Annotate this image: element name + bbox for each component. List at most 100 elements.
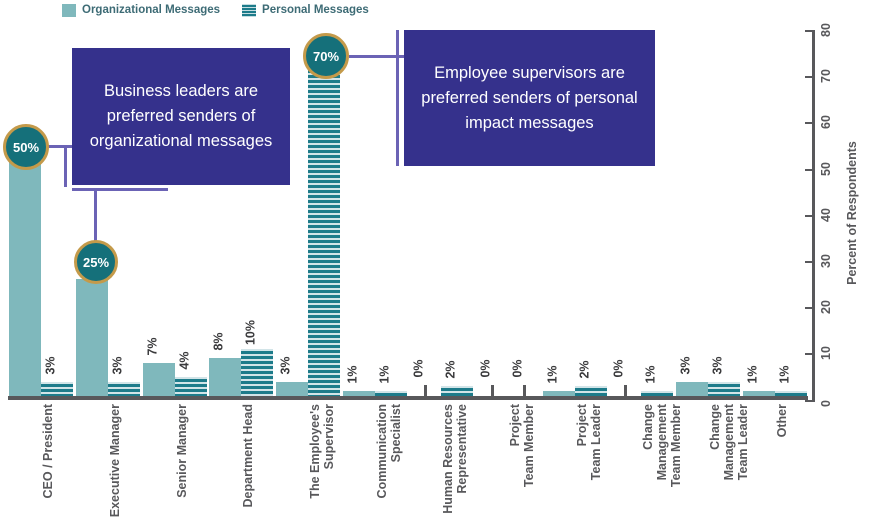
bar-personal[interactable]: 3% <box>708 356 741 396</box>
bar-value-label: 10% <box>243 319 258 345</box>
bar-personal[interactable]: 4% <box>174 351 207 396</box>
bar-organizational[interactable]: 1% <box>742 365 775 396</box>
y-axis-tick <box>805 261 815 263</box>
legend-item-label: Organizational Messages <box>82 4 221 16</box>
bar-wrapper: 70% <box>308 22 341 396</box>
bar-group: 50% 3% <box>8 22 75 396</box>
y-axis-tick-label: 70 <box>819 69 833 83</box>
legend-item-organizational[interactable]: Organizational Messages <box>62 3 221 17</box>
y-axis-tick-label: 20 <box>819 300 833 314</box>
bar-value-label: 3% <box>678 355 693 375</box>
bar-personal[interactable]: 10% <box>241 319 274 396</box>
bar-wrapper: 3% <box>276 22 309 396</box>
bar-personal[interactable]: 3% <box>41 356 74 396</box>
connector-line-25-horizontal <box>72 188 168 191</box>
bar-wrapper: 3% <box>708 22 741 396</box>
x-label-line: Change <box>708 404 723 450</box>
x-axis-line <box>8 396 808 400</box>
x-axis-label-cell: Project Team Leader <box>541 404 608 527</box>
bar-wrapper: 4% <box>174 22 207 396</box>
x-axis-category-label: Human Resources Representative <box>441 404 469 514</box>
bar-value-label: 3% <box>43 355 58 375</box>
bar-personal[interactable]: 3% <box>108 356 140 396</box>
bar-value-label: 3% <box>278 355 293 375</box>
bar-value-label: 0% <box>411 358 426 378</box>
x-axis-label-cell: Senior Manager <box>141 404 208 527</box>
bar-personal[interactable]: 1% <box>374 365 407 396</box>
y-axis-tick-label: 0 <box>819 400 833 407</box>
callout-box-organizational[interactable]: Business leaders are preferred senders o… <box>72 48 290 185</box>
bar-personal[interactable]: 2% <box>441 360 474 396</box>
x-axis-label-cell: Other <box>741 404 808 527</box>
legend-item-personal[interactable]: Personal Messages <box>242 3 369 17</box>
badge-50-percent[interactable]: 50% <box>3 124 49 170</box>
bar-value-label: 1% <box>377 364 392 384</box>
bar-value-label: 3% <box>710 355 725 375</box>
x-label-line: Senior Manager <box>174 404 189 498</box>
x-axis-category-label: Other <box>775 404 789 437</box>
bar-organizational[interactable]: 1% <box>342 365 375 396</box>
connector-line-50-vertical <box>64 145 67 187</box>
bar-personal[interactable]: 70% <box>308 68 341 396</box>
legend-swatch-icon <box>62 3 76 17</box>
bar-group-container: 50% 3% 25% 3% <box>8 22 808 396</box>
bar-wrapper: 3% <box>41 22 74 396</box>
x-label-line: Management <box>655 404 670 481</box>
bar-value-label: 8% <box>211 331 226 351</box>
bar-wrapper: 2% <box>441 22 474 396</box>
y-axis-tick <box>805 76 815 78</box>
bar-group: 8% 10% <box>208 22 275 396</box>
bar-wrapper: 1% <box>342 22 375 396</box>
bar-organizational[interactable]: 0% <box>479 359 494 396</box>
x-axis-category-label: Project Team Leader <box>575 404 603 480</box>
bar-organizational[interactable]: 50% <box>9 162 42 396</box>
bar-organizational[interactable]: 3% <box>676 356 709 396</box>
bar-organizational[interactable]: 25% <box>76 279 108 396</box>
x-label-line: Human Resources <box>441 404 456 514</box>
bar-group: 1% 1% <box>741 22 808 396</box>
bar-organizational[interactable]: 1% <box>542 365 575 396</box>
bar-wrapper: 1% <box>374 22 407 396</box>
bar-organizational[interactable]: 0% <box>412 359 427 396</box>
x-label-line: Department Head <box>241 404 256 508</box>
x-axis-label-cell: Change Management Team Member <box>608 404 683 527</box>
x-axis-category-label: Department Head <box>241 404 255 508</box>
bar-personal[interactable]: 0% <box>511 359 526 396</box>
x-label-line: Representative <box>455 404 470 494</box>
bar-organizational[interactable]: 3% <box>276 356 309 396</box>
y-axis-tick-label: 60 <box>819 115 833 129</box>
plot-area: 50% 3% 25% 3% <box>8 22 808 400</box>
bar-personal[interactable]: 2% <box>574 360 607 396</box>
bar-group: 1% 2% <box>541 22 608 396</box>
x-label-line: The Employee's <box>308 404 323 499</box>
bar-value-label: 3% <box>110 355 125 375</box>
bar-wrapper: 0% <box>476 22 508 396</box>
bar-organizational[interactable]: 7% <box>142 337 175 396</box>
x-axis-category-label: The Employee's Supervisor <box>308 404 336 499</box>
bar-value-label: 0% <box>510 358 525 378</box>
bar-value-label: 1% <box>745 364 760 384</box>
bar-wrapper: 0% <box>508 22 540 396</box>
bar-value-label: 0% <box>478 358 493 378</box>
callout-box-personal[interactable]: Employee supervisors are preferred sende… <box>404 30 655 166</box>
bar-personal[interactable]: 1% <box>641 365 674 396</box>
x-axis-label-cell: Department Head <box>208 404 275 527</box>
bar-group: 7% 4% <box>141 22 208 396</box>
bar-wrapper: 7% <box>142 22 175 396</box>
x-axis-label-cell: Project Team Member <box>475 404 542 527</box>
bar-organizational[interactable]: 8% <box>209 332 242 396</box>
y-axis-tick <box>805 307 815 309</box>
bar-personal[interactable]: 1% <box>774 365 807 396</box>
bar-value-label: 1% <box>643 364 658 384</box>
bar-value-label: 1% <box>545 364 560 384</box>
x-label-line: Management <box>722 404 737 481</box>
x-axis-category-label: Communication Specialist <box>375 404 403 498</box>
x-axis-category-label: Senior Manager <box>175 404 189 498</box>
bar-wrapper: 0% <box>609 22 641 396</box>
bar-group: 1% 1% <box>341 22 408 396</box>
badge-25-percent[interactable]: 25% <box>74 240 118 284</box>
x-label-line: Specialist <box>388 404 403 463</box>
x-axis-labels: CEO / President Executive Manager Senior… <box>8 404 808 527</box>
bar-organizational[interactable]: 0% <box>612 359 627 396</box>
badge-70-percent[interactable]: 70% <box>303 33 349 79</box>
